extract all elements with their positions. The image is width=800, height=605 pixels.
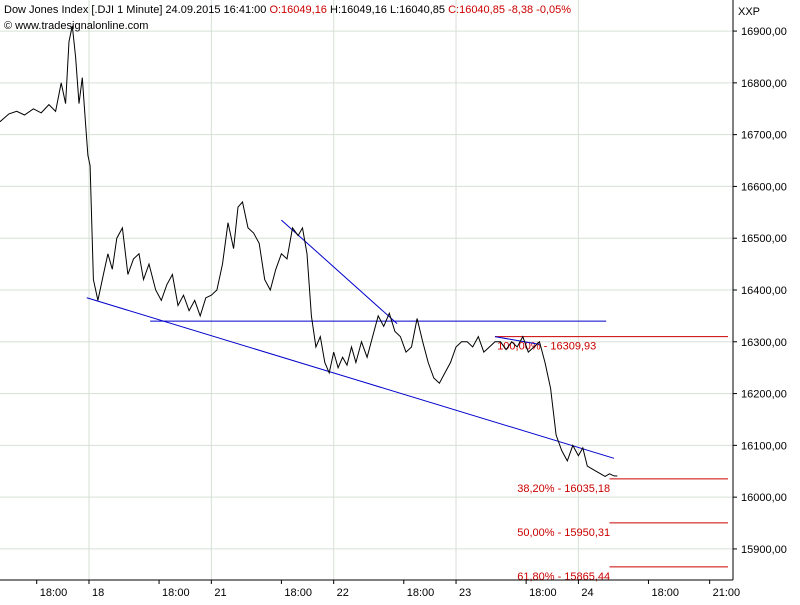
header-interval: 1 Minute] [117, 4, 163, 16]
y-tick-label: 16300,00 [741, 337, 787, 349]
y-tick-label: 16200,00 [741, 389, 787, 401]
fib-label: 100,00% - 16309,93 [497, 341, 596, 353]
y-axis: 16900,00 16800,00 16700,00 16600,00 16500,00… [733, 26, 787, 556]
x-tick-label: 24 [581, 587, 593, 599]
header-ohlc: Dow Jones Index [.DJI 1 Minute] 24.09.20… [4, 4, 571, 16]
header-datetime: 24.09.2015 16:41:00 [165, 4, 267, 16]
trendline [86, 297, 615, 459]
series-layer [0, 25, 618, 477]
grid-layer [0, 0, 733, 580]
fib-label: 50,00% - 15950,31 [517, 527, 610, 539]
x-tick-label: 18:00 [40, 587, 68, 599]
y-tick-label: 16400,00 [741, 285, 787, 297]
x-tick-label: 21 [214, 587, 226, 599]
x-tick-label: 23 [459, 587, 471, 599]
y-tick-label: 15900,00 [741, 544, 787, 556]
fib-label: 61,80% - 15865,44 [517, 571, 610, 583]
fib-label: 38,20% - 16035,18 [517, 483, 610, 495]
y-tick-label: 16500,00 [741, 233, 787, 245]
y-tick-label: 16100,00 [741, 440, 787, 452]
y-tick-label: 16900,00 [741, 26, 787, 38]
header-close: C:16040,85 [448, 4, 505, 16]
y-tick-label: 16800,00 [741, 78, 787, 90]
header-high: H:16049,16 [330, 4, 387, 16]
x-tick-label: 18:00 [162, 587, 190, 599]
y-tick-label: 16600,00 [741, 181, 787, 193]
price-series-line [0, 25, 618, 477]
trend-layer [86, 219, 615, 459]
header-change-pct: -0,05% [536, 4, 572, 16]
x-tick-label: 18 [92, 587, 104, 599]
header-low: L:16040,85 [389, 4, 446, 16]
x-tick-label: 18:00 [284, 587, 312, 599]
x-tick-label: 18:00 [407, 587, 435, 599]
y-tick-label: 16000,00 [741, 492, 787, 504]
x-tick-label: 21:00 [713, 587, 741, 599]
header-change: -8,38 [508, 4, 534, 16]
x-tick-label: 18:00 [651, 587, 679, 599]
trendline [494, 336, 540, 345]
x-axis: 18:00 18 18:00 21 18:00 22 18:00 23 18:00 24 18:00… [36, 580, 741, 599]
trendline [281, 219, 398, 325]
x-tick-label: 22 [337, 587, 349, 599]
header-open: O:16049,16 [269, 4, 327, 16]
exchange-label: XXP [738, 6, 760, 18]
header-source: © www.tradesignalonline.com [4, 20, 149, 32]
x-tick-label: 18:00 [529, 587, 557, 599]
header-symbol: Dow Jones Index [.DJI [4, 4, 115, 16]
y-tick-label: 16700,00 [741, 130, 787, 142]
